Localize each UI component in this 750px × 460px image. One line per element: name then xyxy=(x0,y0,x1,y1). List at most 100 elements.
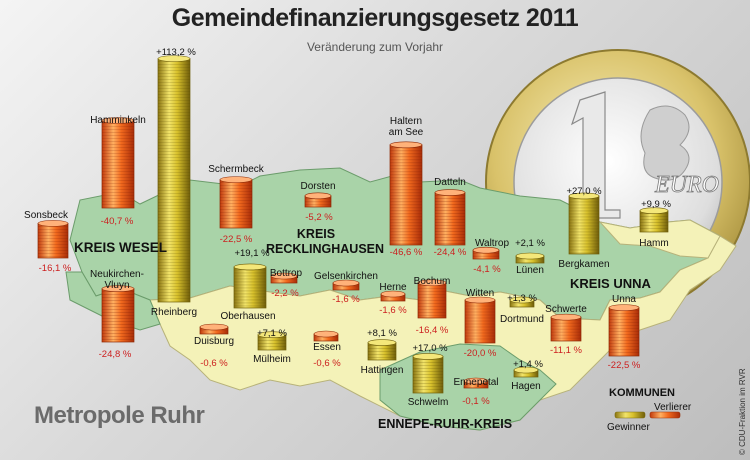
bar-cap xyxy=(37,220,69,227)
bars-layer xyxy=(37,55,669,394)
bar-datteln xyxy=(434,189,466,246)
bar-luenen xyxy=(515,252,545,264)
legend: KOMMUNEN Gewinner Verlierer xyxy=(607,387,692,433)
euro-coin-text: EURO xyxy=(654,172,719,198)
bar-body xyxy=(412,356,444,394)
bar-cap xyxy=(417,279,447,287)
municipality-label: Schermbeck xyxy=(208,164,265,175)
value-label: -5,2 % xyxy=(305,212,333,223)
value-label: +1,4 % xyxy=(513,359,543,370)
bar-cap xyxy=(509,296,535,304)
bar-cap xyxy=(568,192,600,200)
municipality-label: Oberhausen xyxy=(220,311,275,322)
region-label-ennepe: ENNEPE-RUHR-KREIS xyxy=(378,417,512,431)
bar-cap xyxy=(313,330,339,338)
value-label: -1,6 % xyxy=(332,294,360,305)
municipality-label: Dorsten xyxy=(300,181,335,192)
bar-body xyxy=(37,223,69,259)
legend-loss-label: Verlierer xyxy=(654,402,692,413)
value-label: -4,1 % xyxy=(473,264,501,275)
legend-gain-label: Gewinner xyxy=(607,422,650,433)
bar-cap xyxy=(101,117,135,124)
bar-body xyxy=(389,144,423,246)
bar-haltern-am-see xyxy=(389,141,423,246)
municipality-label: Herne xyxy=(379,282,407,293)
bar-cap xyxy=(157,55,191,62)
value-label: -0,1 % xyxy=(462,396,490,407)
bar-bottrop xyxy=(270,272,298,284)
bar-schwelm xyxy=(412,353,444,394)
value-label: +113,2 % xyxy=(156,47,196,58)
bar-cap xyxy=(434,189,466,196)
bar-body xyxy=(434,192,466,246)
value-label: +1,3 % xyxy=(507,293,537,304)
municipality-label: Mülheim xyxy=(253,354,291,365)
page-title: Gemeindefinanzierungsgesetz 2011 xyxy=(171,4,579,32)
bar-cap xyxy=(472,246,500,254)
bar-cap xyxy=(389,141,423,149)
page-subtitle: Veränderung zum Vorjahr xyxy=(306,40,444,54)
bar-cap xyxy=(515,252,545,260)
municipality-label: Hamm xyxy=(639,238,668,249)
value-label: -24,8 % xyxy=(99,349,132,360)
value-label: -16,4 % xyxy=(416,325,449,336)
municipality-label: Hagen xyxy=(511,381,540,392)
labels-layer: Sonsbeck -16,1 % Hamminkeln -40,7 % Rheinber… xyxy=(24,47,671,408)
credit-label: © CDU-Fraktion im RVR xyxy=(738,368,747,455)
municipality-label: Haltern am See xyxy=(389,116,424,138)
bar-oberhausen xyxy=(233,263,267,309)
bar-schwerte xyxy=(550,313,582,342)
legend-gain-swatch xyxy=(614,411,646,419)
bar-hagen xyxy=(513,366,539,378)
value-label: +2,1 % xyxy=(515,238,545,249)
value-label: -11,1 % xyxy=(550,345,583,356)
municipality-label: Dortmund xyxy=(500,314,544,325)
region-label-recklinghausen-2: RECKLINGHAUSEN xyxy=(266,242,384,256)
region-label-wesel: KREIS WESEL xyxy=(74,240,167,255)
municipality-label: Hamminkeln xyxy=(90,115,146,126)
bar-cap xyxy=(367,339,397,346)
value-label: -40,7 % xyxy=(101,216,134,227)
bar-body xyxy=(101,288,135,343)
region-label-recklinghausen-1: KREIS xyxy=(297,227,335,241)
value-label: +27,0 % xyxy=(566,186,602,197)
value-label: -0,6 % xyxy=(200,358,228,369)
bar-cap xyxy=(304,192,332,200)
value-label: -2,2 % xyxy=(271,288,299,299)
bar-dortmund xyxy=(509,296,535,308)
municipality-label: Bottrop xyxy=(270,268,303,279)
municipality-label: Schwelm xyxy=(408,397,449,408)
bar-cap xyxy=(464,296,496,304)
bar-waltrop xyxy=(472,246,500,260)
bar-body xyxy=(608,307,640,357)
bar-body xyxy=(464,299,496,344)
municipality-label: Essen xyxy=(313,342,341,353)
bar-duisburg xyxy=(199,323,229,335)
bar-neukirchen-vluyn xyxy=(101,285,135,343)
bar-body xyxy=(219,179,253,229)
municipality-label: Duisburg xyxy=(194,336,234,347)
value-label: +19,1 % xyxy=(234,248,270,259)
value-label: -46,6 % xyxy=(390,247,423,258)
municipality-label: Lünen xyxy=(516,265,544,276)
bar-cap xyxy=(412,353,444,360)
value-label: -0,6 % xyxy=(313,358,341,369)
value-label: -1,6 % xyxy=(379,305,407,316)
bar-cap xyxy=(101,285,135,292)
municipality-label: Gelsenkirchen xyxy=(314,271,378,282)
bar-hamminkeln xyxy=(101,117,135,209)
bar-body xyxy=(101,120,135,209)
bar-essen xyxy=(313,330,339,342)
bar-cap xyxy=(608,304,640,311)
bar-cap xyxy=(219,176,253,183)
bar-herne xyxy=(380,290,406,302)
legend-loss-swatch xyxy=(649,411,681,419)
value-label: -22,5 % xyxy=(608,360,641,371)
bar-bergkamen xyxy=(568,192,600,255)
municipality-label: Bergkamen xyxy=(558,259,609,270)
bar-cap xyxy=(270,272,298,280)
value-label: -24,4 % xyxy=(434,247,467,258)
municipality-label: Unna xyxy=(612,294,636,305)
municipality-label: Hattingen xyxy=(361,365,404,376)
